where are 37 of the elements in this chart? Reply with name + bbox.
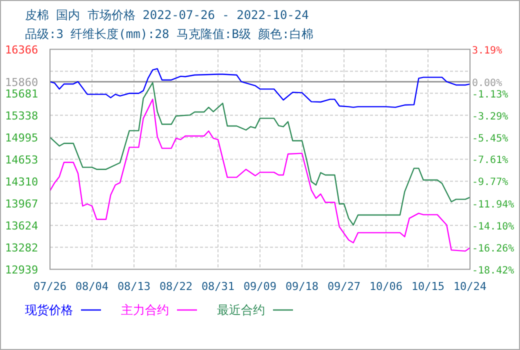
- legend-label: 最近合约: [217, 303, 265, 317]
- title: 皮棉 国内 市场价格 2022-07-26 - 2022-10-24 品级:3 纤维长度(mm):28 马克隆值:B级 颜色:白棉: [25, 8, 314, 41]
- x-tick-label: 08/31: [201, 280, 235, 293]
- y2-tick-label: -14.10%: [472, 221, 514, 232]
- y2-tick-label: -11.94%: [472, 199, 514, 210]
- x-tick-label: 09/09: [243, 280, 277, 293]
- y-tick-label: 13967: [5, 197, 38, 210]
- y-tick-label: 14995: [5, 131, 38, 144]
- x-tick-label: 10/24: [453, 280, 487, 293]
- y-tick-label: 14310: [5, 175, 38, 188]
- y-tick-label: 15338: [5, 109, 38, 122]
- x-tick-label: 10/06: [369, 280, 403, 293]
- x-tick-label: 08/22: [159, 280, 193, 293]
- y2-tick-label: -16.26%: [472, 243, 514, 254]
- y-tick-label: 15860: [5, 76, 38, 89]
- y2-tick-label: -1.13%: [472, 89, 508, 100]
- y-tick-label: 13624: [5, 219, 38, 232]
- y-tick-label: 15681: [5, 87, 38, 100]
- x-tick-label: 10/15: [411, 280, 445, 293]
- x-tick-label: 09/27: [327, 280, 361, 293]
- legend-label: 现货价格: [25, 303, 73, 317]
- y2-tick-label: -18.42%: [472, 265, 514, 276]
- x-tick-label: 08/04: [75, 280, 109, 293]
- y2-tick-label: -7.61%: [472, 155, 508, 166]
- y2-tick-label: -9.77%: [472, 177, 508, 188]
- x-tick-label: 08/13: [117, 280, 151, 293]
- y2-tick-label: 0.00%: [472, 78, 502, 89]
- y-tick-label: 14653: [5, 153, 38, 166]
- y-tick-label: 13282: [5, 241, 38, 254]
- y2-tick-label: -3.29%: [472, 111, 508, 122]
- y2-tick-label: -5.45%: [472, 133, 508, 144]
- x-tick-label: 09/18: [285, 280, 319, 293]
- y2-tick-label: 3.19%: [472, 45, 502, 56]
- y-tick-label: 16366: [5, 43, 38, 56]
- x-tick-label: 07/26: [33, 280, 67, 293]
- legend-label: 主力合约: [121, 303, 169, 317]
- y-tick-label: 12939: [5, 263, 38, 276]
